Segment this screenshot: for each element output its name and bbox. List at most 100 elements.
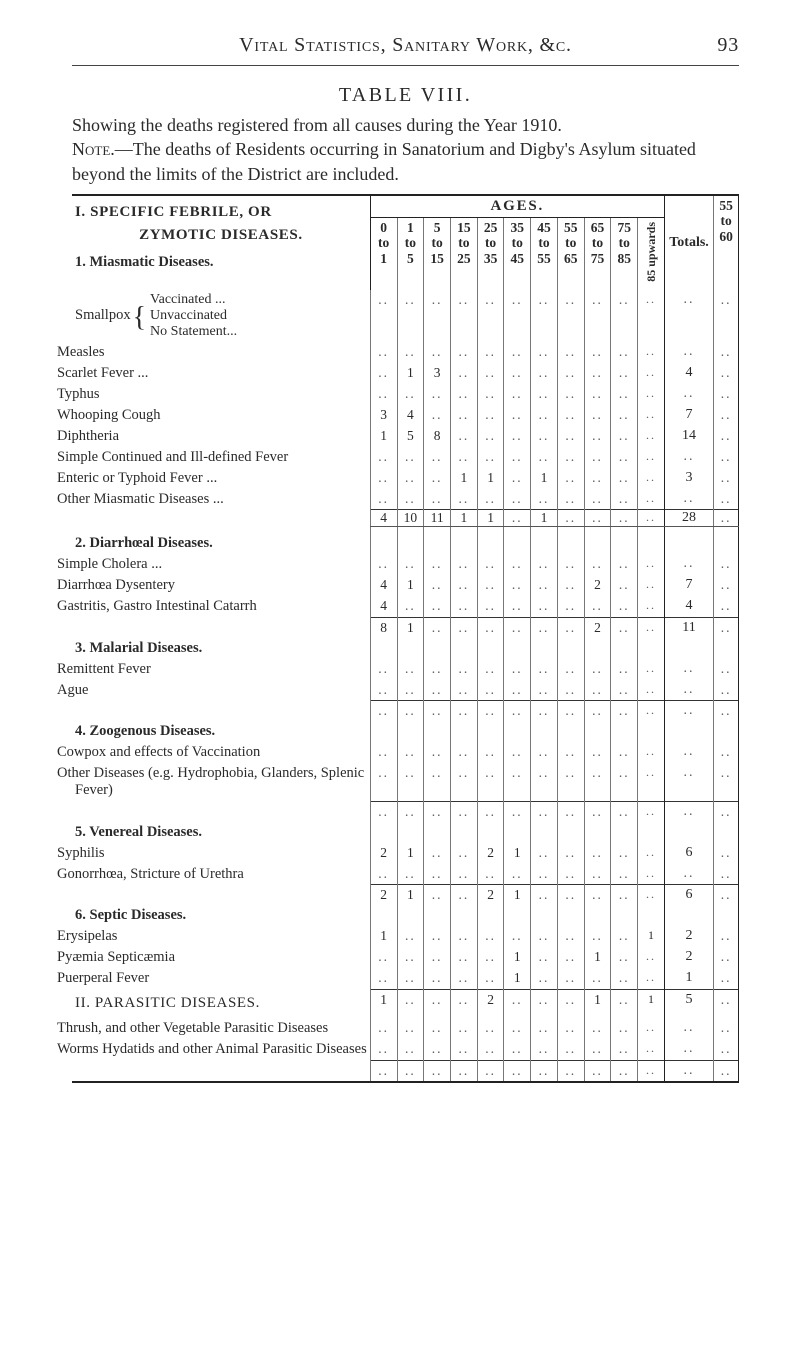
cell-upw: .. (638, 763, 665, 801)
last-bot: 60 (719, 229, 733, 244)
cell: 1 (584, 989, 611, 1018)
cell: .. (477, 363, 504, 384)
cell: .. (370, 489, 397, 510)
row-label: Diphtheria (72, 426, 370, 447)
cell-upw: .. (638, 843, 665, 864)
cell: .. (557, 447, 584, 468)
cell: .. (504, 989, 531, 1018)
cell-upw: .. (638, 617, 665, 638)
cell-total: 1 (664, 968, 713, 989)
section-1-head-a: I. SPECIFIC FEBRILE, OR (75, 204, 367, 221)
cell: .. (557, 617, 584, 638)
cell: .. (531, 575, 558, 596)
smallpox-opt-0: Vaccinated ... (150, 292, 225, 307)
cell: .. (450, 989, 477, 1018)
row-label: Enteric or Typhoid Fever ... (72, 468, 370, 489)
cell: 1 (504, 968, 531, 989)
cell: .. (424, 742, 451, 763)
subtotal-label (72, 885, 370, 906)
cell: 3 (370, 405, 397, 426)
cell: .. (477, 680, 504, 701)
cell: .. (397, 947, 424, 968)
cell: .. (450, 885, 477, 906)
cell: .. (584, 680, 611, 701)
cell: .. (584, 968, 611, 989)
cell: .. (611, 405, 638, 426)
cell: 1 (477, 510, 504, 527)
cell-total: .. (664, 742, 713, 763)
cell: .. (584, 405, 611, 426)
smallpox-opt-1: Unvaccinated (150, 308, 227, 323)
cell-last: .. (714, 617, 739, 638)
cell: .. (397, 989, 424, 1018)
cell: 1 (397, 575, 424, 596)
cell: .. (450, 596, 477, 617)
cell: .. (584, 1039, 611, 1060)
cell-total: .. (664, 1018, 713, 1039)
cell: .. (557, 968, 584, 989)
row-label: Pyæmia Septicæmia (72, 947, 370, 968)
age-col-0: 0to1 (370, 217, 397, 289)
cell: .. (424, 468, 451, 489)
smallpox-label: Smallpox (75, 307, 131, 324)
cell: .. (504, 554, 531, 575)
cell: .. (450, 864, 477, 885)
cell: .. (477, 489, 504, 510)
cell-last: .. (714, 843, 739, 864)
cell-total: .. (664, 384, 713, 405)
cell: 2 (370, 885, 397, 906)
age-col-8: 65to75 (584, 217, 611, 289)
row-label: Gonorrhœa, Stricture of Urethra (72, 864, 370, 885)
cell-last: .. (714, 447, 739, 468)
cell: .. (370, 968, 397, 989)
s2-title: 2. Diarrhœal Diseases. (72, 533, 370, 554)
cell: 2 (370, 843, 397, 864)
cell: .. (450, 742, 477, 763)
brace-icon: { (133, 311, 146, 325)
cell-last: .. (714, 680, 739, 701)
cell: .. (584, 426, 611, 447)
cell: .. (424, 864, 451, 885)
cell: .. (370, 447, 397, 468)
cell: .. (584, 489, 611, 510)
cell: .. (531, 947, 558, 968)
cell-upw: .. (638, 575, 665, 596)
cell-last: .. (714, 864, 739, 885)
cell-last: .. (714, 468, 739, 489)
age-col-2: 5to15 (424, 217, 451, 289)
row-label: Other Diseases (e.g. Hydrophobia, Glande… (72, 763, 370, 801)
cell: 1 (531, 510, 558, 527)
cell: .. (397, 384, 424, 405)
cell: 10 (397, 510, 424, 527)
cell: .. (450, 447, 477, 468)
cell: .. (557, 843, 584, 864)
cell: 2 (584, 617, 611, 638)
smallpox-opt-2: No Statement... (150, 324, 237, 339)
cell-last: .. (714, 968, 739, 989)
cell: .. (370, 742, 397, 763)
cell: .. (584, 659, 611, 680)
cell: .. (504, 384, 531, 405)
cell: .. (611, 489, 638, 510)
s5-title: 5. Venereal Diseases. (72, 822, 370, 843)
cell-total: .. (664, 864, 713, 885)
cell: .. (611, 1039, 638, 1060)
cell: 4 (370, 575, 397, 596)
cell: 1 (504, 947, 531, 968)
cell: .. (557, 510, 584, 527)
cell: .. (557, 864, 584, 885)
cell-total: 4 (664, 363, 713, 384)
cell: 4 (370, 596, 397, 617)
cell: .. (450, 843, 477, 864)
cell: .. (611, 426, 638, 447)
cell-total: .. (664, 554, 713, 575)
cell: .. (370, 342, 397, 363)
cell: .. (611, 763, 638, 801)
subtotal-label (72, 510, 370, 527)
cell: 1 (531, 468, 558, 489)
cell-last: .. (714, 763, 739, 801)
cell: .. (504, 426, 531, 447)
cell: .. (424, 659, 451, 680)
cell-total: 28 (664, 510, 713, 527)
cell-total: 2 (664, 947, 713, 968)
